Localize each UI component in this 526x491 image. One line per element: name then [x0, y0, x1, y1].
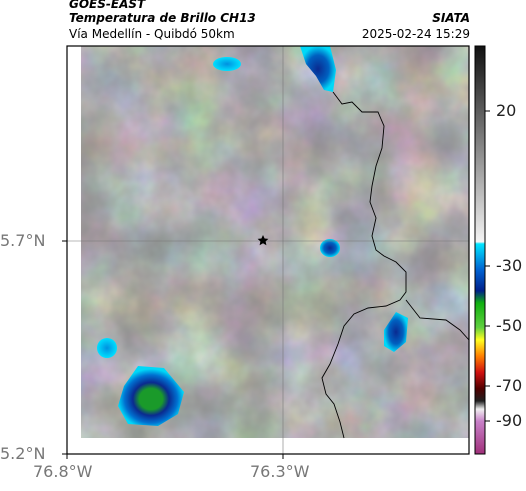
- timestamp-label: 2025-02-24 15:29: [361, 27, 470, 41]
- brightness-temperature-field: [81, 46, 469, 438]
- agency-label: SIATA: [432, 11, 470, 25]
- satellite-name: GOES-EAST: [69, 0, 146, 11]
- colorbar: [474, 45, 490, 455]
- cold-cloud-top: [320, 239, 340, 257]
- colorbar-tick-label: -70: [496, 376, 523, 395]
- colorbar-tick-label: -50: [496, 316, 523, 335]
- lon-tick-label: 76.8°W: [33, 462, 93, 481]
- cold-cloud-top: [118, 366, 184, 426]
- star-icon: [257, 235, 269, 246]
- colorbar-tick-label: -90: [496, 411, 523, 430]
- product-title: Temperatura de Brillo CH13: [69, 11, 256, 25]
- cold-cloud-top: [300, 46, 336, 92]
- lat-tick-label: 5.2°N: [0, 444, 46, 463]
- region-label: Vía Medellín - Quibdó 50km: [69, 27, 235, 41]
- cold-cloud-top: [97, 338, 117, 358]
- map-frame: [66, 45, 470, 455]
- lon-tick-label: 76.3°W: [250, 462, 310, 481]
- cold-cloud-top: [213, 57, 241, 71]
- lat-tick-label: 5.7°N: [0, 231, 46, 250]
- department-border: [405, 299, 470, 341]
- colorbar-tick-label: 20: [496, 101, 517, 120]
- cold-cloud-top: [384, 312, 408, 352]
- colorbar-tick-label: -30: [496, 256, 523, 275]
- department-border: [321, 91, 407, 439]
